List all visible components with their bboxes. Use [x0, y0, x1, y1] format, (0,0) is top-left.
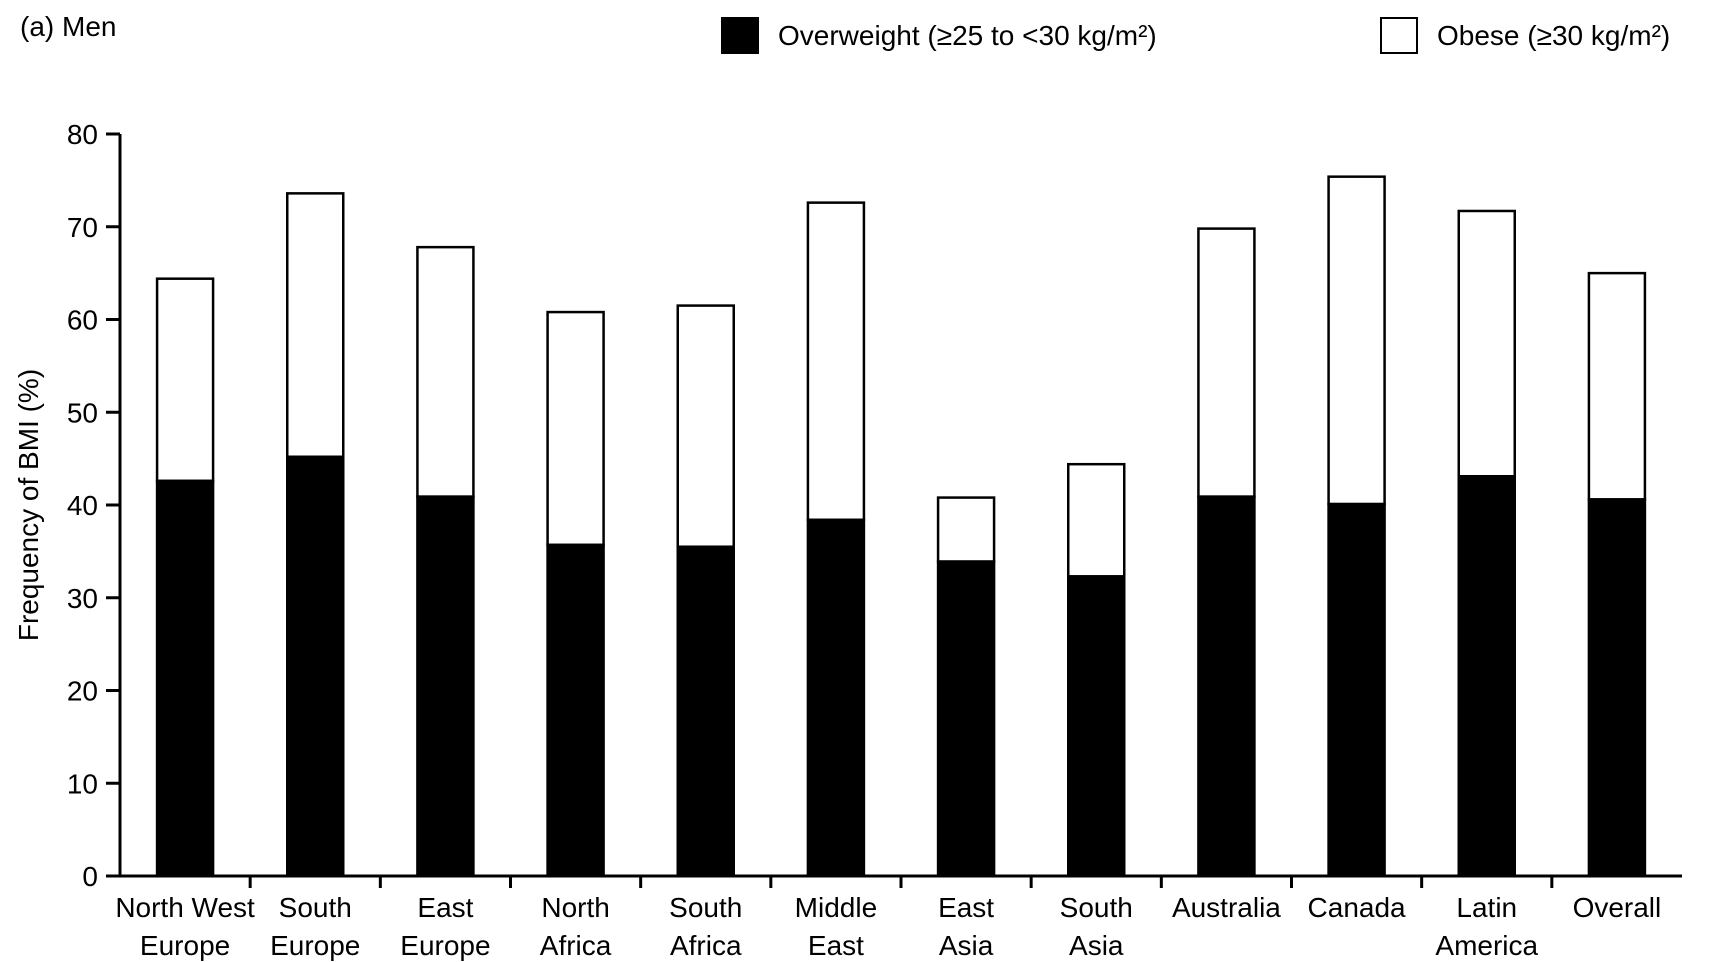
x-tick-label: East [417, 892, 473, 923]
bar-obese [546, 310, 605, 547]
chart-title: (a) Men [20, 11, 116, 42]
bar-overweight [1587, 498, 1647, 878]
bar-obese [1327, 175, 1386, 506]
bar-obese [1197, 227, 1256, 498]
x-tick-label: Overall [1573, 892, 1662, 923]
bar-overweight [806, 518, 866, 878]
bar-obese [1067, 462, 1126, 578]
x-tick-label: North West [115, 892, 255, 923]
y-tick-label: 70 [67, 212, 98, 243]
y-tick-label: 0 [82, 861, 98, 892]
x-tick-label: Latin [1456, 892, 1517, 923]
bars [155, 175, 1647, 878]
x-tick-label: Middle [795, 892, 877, 923]
x-tick-label: Europe [270, 930, 360, 961]
y-axis-label: Frequency of BMI (%) [13, 369, 44, 641]
x-tick-label: East [938, 892, 994, 923]
x-tick-label: South [1060, 892, 1133, 923]
bar-overweight [1327, 502, 1386, 878]
bar-obese [155, 277, 215, 483]
bar-obese [1457, 209, 1516, 478]
bar-obese [416, 245, 475, 498]
x-tick-labels: North West Europe South Europe East Europe Nor… [115, 892, 1661, 961]
y-tick-label: 10 [67, 768, 98, 799]
legend-swatch-overweight [721, 17, 759, 54]
x-tick-label: Canada [1308, 892, 1407, 923]
x-tick-label: Europe [140, 930, 230, 961]
bar-overweight [1457, 474, 1516, 878]
legend-label-overweight: Overweight (≥25 to <30 kg/m²) [778, 20, 1157, 51]
bar-overweight [416, 495, 475, 878]
legend-label-obese: Obese (≥30 kg/m²) [1437, 20, 1670, 51]
x-tick-label: Asia [1069, 930, 1124, 961]
bar-overweight [546, 543, 605, 878]
legend-swatch-obese [1380, 17, 1418, 54]
x-tick-label: Europe [400, 930, 490, 961]
x-tick-label: East [808, 930, 864, 961]
x-tick-label: Africa [670, 930, 742, 961]
bar-obese [806, 201, 866, 522]
bar-overweight [155, 479, 215, 878]
bar-obese [1587, 271, 1647, 501]
x-tick-label: South [669, 892, 742, 923]
y-tick-label: 80 [67, 119, 98, 150]
bar-overweight [676, 545, 735, 878]
x-tick-label: North [541, 892, 609, 923]
x-tick-label: Asia [939, 930, 994, 961]
bar-obese [286, 192, 345, 459]
bar-obese [936, 496, 996, 563]
bar-overweight [936, 560, 996, 878]
x-tick-label: Australia [1172, 892, 1281, 923]
y-tick-label: 20 [67, 676, 98, 707]
bar-overweight [1197, 495, 1256, 878]
x-tick-label: Africa [540, 930, 612, 961]
bar-overweight [1067, 575, 1126, 878]
y-tick-label: 50 [67, 397, 98, 428]
x-tick-label: America [1435, 930, 1538, 961]
bar-obese [676, 304, 735, 548]
bar-overweight [286, 455, 345, 878]
y-tick-label: 60 [67, 305, 98, 336]
legend: Overweight (≥25 to <30 kg/m²) Obese (≥30… [721, 17, 1670, 54]
x-tick-label: South [279, 892, 352, 923]
y-tick-label: 30 [67, 583, 98, 614]
y-tick-label: 40 [67, 490, 98, 521]
axes: 0 10 20 30 40 50 60 70 80 [67, 119, 1682, 892]
